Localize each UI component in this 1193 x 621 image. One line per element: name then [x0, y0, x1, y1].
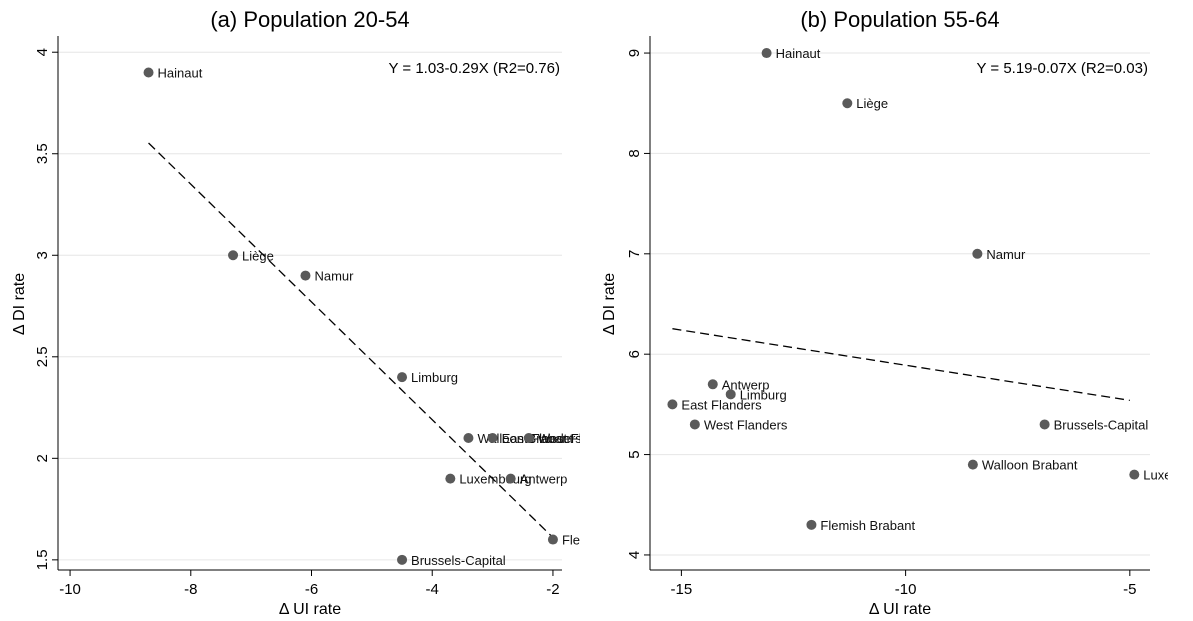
data-point-label: Flemish Brabant — [820, 518, 915, 533]
fitted-line — [672, 328, 1130, 402]
data-point — [463, 433, 474, 444]
data-point — [725, 389, 736, 400]
y-tick-label: 5 — [626, 450, 643, 458]
chart-panel-b: (b) Population 55-64 4 5 6 7 8 9 -15 -10 -5 Δ UI r… — [601, 7, 1193, 618]
data-point — [667, 399, 678, 410]
data-point — [487, 433, 498, 444]
y-axis-label: Δ DI rate — [601, 273, 618, 335]
data-point-label: Brussels-Capital — [411, 553, 506, 568]
y-axis-label: Δ DI rate — [11, 273, 28, 335]
regression-equation: Y = 5.19-0.07X (R2=0.03) — [976, 60, 1148, 77]
data-point — [523, 433, 534, 444]
y-tick-label: 9 — [626, 49, 643, 57]
data-point — [445, 473, 456, 484]
data-point — [806, 519, 817, 530]
x-tick-label: -8 — [184, 581, 197, 598]
data-point — [397, 554, 408, 565]
chart-panel-a: (a) Population 20-54 1.5 2 2.5 3 3.5 4 -10 -8 -6 -… — [11, 7, 657, 618]
data-point-label: Hainaut — [158, 66, 203, 81]
data-point-label: Liège — [242, 248, 274, 263]
fitted-line — [148, 142, 554, 538]
x-tick-label: -10 — [59, 581, 81, 598]
data-point-label: Antwerp — [722, 377, 770, 392]
y-tick-label: 2 — [34, 454, 51, 462]
x-tick-label: -15 — [671, 581, 693, 598]
x-tick-label: -5 — [1123, 581, 1136, 598]
data-point — [143, 67, 154, 78]
data-point-label: Namur — [986, 247, 1026, 262]
data-point — [967, 459, 978, 470]
regression-equation: Y = 1.03-0.29X (R2=0.76) — [388, 60, 560, 77]
data-point — [228, 250, 239, 261]
x-tick-label: -6 — [305, 581, 318, 598]
y-tick-label: 4 — [626, 551, 643, 559]
data-point-label: Walloon Brabant — [982, 458, 1078, 473]
data-point-label: East Flanders — [681, 397, 762, 412]
data-point-label: West Flanders — [704, 417, 788, 432]
data-point-label: Brussels-Capital — [1054, 417, 1149, 432]
y-tick-label: 7 — [626, 250, 643, 258]
data-point — [1129, 469, 1140, 480]
data-point-label: Namur — [314, 269, 354, 284]
y-tick-label: 1.5 — [34, 549, 51, 570]
data-point-label: Luxembourg — [1143, 468, 1193, 483]
x-tick-label: -2 — [546, 581, 559, 598]
y-tick-label: 3.5 — [34, 143, 51, 164]
x-axis-label: Δ UI rate — [869, 601, 931, 618]
data-point-label: East Flanders — [502, 431, 583, 446]
y-tick-label: 8 — [626, 149, 643, 157]
x-tick-label: -4 — [426, 581, 439, 598]
data-point — [707, 379, 718, 390]
y-tick-label: 3 — [34, 251, 51, 259]
data-point — [972, 248, 983, 259]
y-tick-label: 6 — [626, 350, 643, 358]
data-point — [761, 48, 772, 59]
data-point — [300, 270, 311, 281]
y-tick-label: 2.5 — [34, 346, 51, 367]
data-point — [397, 372, 408, 383]
x-tick-label: -10 — [895, 581, 917, 598]
chart-title: (b) Population 55-64 — [800, 7, 999, 32]
data-point — [842, 98, 853, 109]
data-point — [689, 419, 700, 430]
chart-title: (a) Population 20-54 — [210, 7, 409, 32]
data-point-label: Hainaut — [776, 46, 821, 61]
data-point-label: Liège — [856, 96, 888, 111]
data-point — [1039, 419, 1050, 430]
data-point-label: West Flanders — [538, 431, 622, 446]
data-point-label: Limburg — [411, 370, 458, 385]
y-tick-label: 4 — [34, 48, 51, 56]
data-point-label: Flemish Brabant — [562, 533, 657, 548]
x-axis-label: Δ UI rate — [279, 601, 341, 618]
data-point-label: Antwerp — [520, 472, 568, 487]
data-point-label: Limburg — [740, 387, 787, 402]
data-point — [547, 534, 558, 545]
data-point — [505, 473, 516, 484]
